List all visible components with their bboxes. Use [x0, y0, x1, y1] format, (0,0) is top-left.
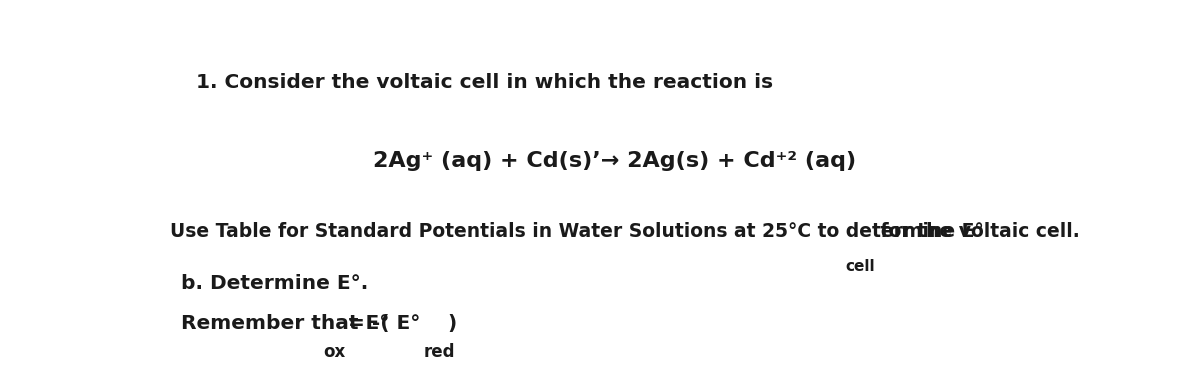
Text: b. Determine E°.: b. Determine E°. [181, 274, 368, 293]
Text: = -( E°: = -( E° [341, 314, 420, 333]
Text: 1. Consider the voltaic cell in which the reaction is: 1. Consider the voltaic cell in which th… [197, 73, 774, 92]
Text: Use Table for Standard Potentials in Water Solutions at 25°C to determine E°: Use Table for Standard Potentials in Wat… [170, 222, 984, 241]
Text: 2Ag⁺ (aq) + Cd(s)’→ 2Ag(s) + Cd⁺² (aq): 2Ag⁺ (aq) + Cd(s)’→ 2Ag(s) + Cd⁺² (aq) [373, 151, 857, 171]
Text: ): ) [448, 314, 457, 333]
Text: Remember that E°: Remember that E° [181, 314, 389, 333]
Text: red: red [424, 343, 455, 360]
Text: cell: cell [846, 260, 875, 275]
Text: for the voltaic cell.: for the voltaic cell. [875, 222, 1080, 241]
Text: ox: ox [323, 343, 346, 360]
